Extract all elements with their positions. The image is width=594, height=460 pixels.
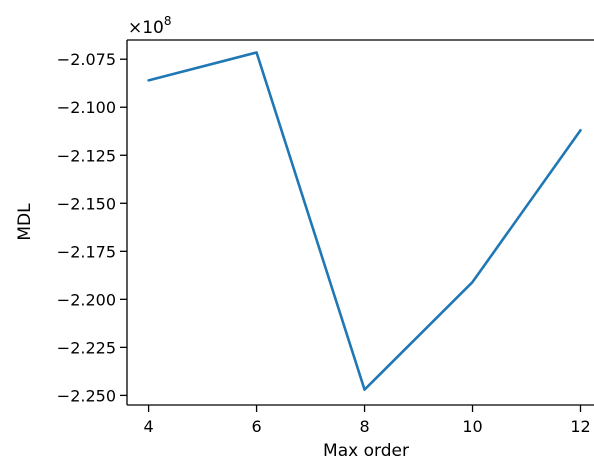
y-axis-label: MDL: [15, 203, 35, 241]
offset-base: ×10: [128, 18, 164, 38]
y-tick-label: −2.225: [57, 338, 116, 357]
y-tick-label: −2.250: [57, 386, 116, 405]
x-tick-label: 12: [570, 417, 590, 436]
x-tick-label: 8: [359, 417, 369, 436]
offset-label: ×108: [128, 14, 172, 38]
x-tick-label: 10: [462, 417, 482, 436]
offset-exponent: 8: [164, 14, 172, 28]
y-tick-label: −2.200: [57, 290, 116, 309]
series-line-mdl: [147, 51, 582, 391]
x-tick-label: 6: [251, 417, 261, 436]
axes-spines: [126, 39, 594, 406]
y-tick-label: −2.075: [57, 50, 116, 69]
x-axis-ticks: 4 6 8 10 12: [144, 405, 591, 436]
y-tick-label: −2.150: [57, 194, 116, 213]
y-tick-label: −2.100: [57, 98, 116, 117]
y-axis-ticks: −2.075 −2.100 −2.125 −2.150 −2.175 −2.200 −2.2…: [57, 50, 127, 405]
x-axis-label: Max order: [323, 441, 409, 460]
x-tick-label: 4: [144, 417, 154, 436]
y-tick-label: −2.125: [57, 146, 116, 165]
y-tick-label: −2.175: [57, 242, 116, 261]
